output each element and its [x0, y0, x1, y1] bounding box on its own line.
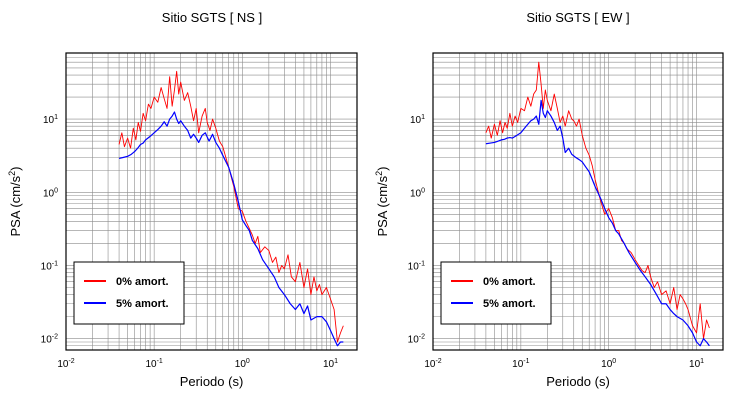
- chart2-y-tick-label: 10-1: [408, 260, 425, 272]
- chart2-y-axis-label: PSA (cm/s2): [374, 166, 390, 236]
- chart1-y-tick-exp: 0: [54, 187, 58, 194]
- chart2-x-tick-exp: 1: [700, 358, 704, 365]
- chart2-y-tick-label: 100: [410, 187, 425, 199]
- chart2-y-tick-exp: -1: [419, 260, 425, 267]
- chart2-legend-box: [440, 261, 552, 325]
- chart2-x-tick-label: 101: [689, 358, 704, 370]
- chart2-x-tick-base: 10: [512, 359, 524, 370]
- chart1-y-tick-exp: -1: [52, 260, 58, 267]
- chart1-series-blue-line: [118, 111, 344, 347]
- chart1-legend-box: [73, 261, 185, 325]
- chart2-x-tick-exp: -2: [435, 358, 441, 365]
- chart2-y-tick-base: 10: [408, 261, 420, 272]
- chart2-y-tick-label: 101: [410, 114, 425, 126]
- chart1-y-tick-base: 10: [43, 188, 55, 199]
- chart1-x-tick-exp: -2: [68, 358, 74, 365]
- chart2-y-axis-label-base: PSA (cm/s: [375, 175, 390, 236]
- chart2-legend-label-1: 0% amort.: [483, 276, 536, 288]
- chart1-y-tick-base: 10: [41, 335, 53, 346]
- chart1-panel: Sitio SGTS [ NS ]10-2 10-1 100 10110-210-11…: [7, 10, 358, 389]
- chart2-y-axis-label-close: ): [375, 166, 390, 170]
- chart2-y-tick-label: 10-2: [408, 334, 425, 346]
- chart1-x-tick-exp: 1: [334, 358, 338, 365]
- chart1-y-tick-label: 100: [43, 187, 58, 199]
- chart1-y-axis-label-base: PSA (cm/s: [8, 175, 23, 236]
- chart1-y-tick-label: 10-2: [41, 334, 58, 346]
- chart1-x-tick-base: 10: [145, 359, 157, 370]
- chart2-series-red-line: [485, 61, 710, 340]
- chart2-y-tick-base: 10: [410, 115, 422, 126]
- chart1-y-tick-base: 10: [43, 115, 55, 126]
- chart1-x-tick-exp: 0: [246, 358, 250, 365]
- chart1-x-tick-base: 10: [323, 359, 335, 370]
- chart2-x-tick-exp: -1: [523, 358, 529, 365]
- chart1-y-tick-base: 10: [41, 261, 53, 272]
- chart1-x-tick-label: 10-1: [145, 358, 162, 370]
- chart2-y-tick-exp: 0: [421, 187, 425, 194]
- chart1-y-axis-label: PSA (cm/s2): [7, 166, 23, 236]
- chart1-x-tick-label: 100: [235, 358, 250, 370]
- chart2-y-tick-base: 10: [410, 188, 422, 199]
- chart1-legend-label-1: 0% amort.: [116, 276, 169, 288]
- chart1-plot-frame: [65, 52, 358, 351]
- chart2-x-tick-base: 10: [689, 359, 701, 370]
- chart1-y-axis-label-close: ): [8, 166, 23, 170]
- chart2-x-tick-label: 10-1: [512, 358, 529, 370]
- chart2-x-tick-exp: 0: [612, 358, 616, 365]
- chart2-series-blue-line: [485, 99, 710, 347]
- chart1-x-axis-label: Periodo (s): [180, 374, 244, 389]
- chart1-x-tick-base: 10: [57, 359, 69, 370]
- chart2-x-tick-label: 100: [601, 358, 616, 370]
- chart1-y-axis-label-exp: 2: [7, 171, 17, 176]
- chart2-plot-frame: [432, 52, 724, 351]
- chart1-x-tick-base: 10: [235, 359, 247, 370]
- chart1-legend-label-2: 5% amort.: [116, 298, 169, 310]
- chart1-y-tick-label: 10-1: [41, 260, 58, 272]
- chart2-y-tick-exp: -2: [419, 334, 425, 341]
- chart2-y-tick-base: 10: [408, 335, 420, 346]
- chart1-title: Sitio SGTS [ NS ]: [162, 10, 262, 25]
- chart2-y-tick-exp: 1: [421, 114, 425, 121]
- chart1-y-tick-exp: -2: [52, 334, 58, 341]
- chart2-y-axis-label-exp: 2: [374, 171, 384, 176]
- chart2-x-tick-base: 10: [424, 359, 436, 370]
- chart2-title: Sitio SGTS [ EW ]: [526, 10, 629, 25]
- chart2-legend-label-2: 5% amort.: [483, 298, 536, 310]
- chart2-x-axis-label: Periodo (s): [546, 374, 610, 389]
- chart2-panel: Sitio SGTS [ EW ]10-2 10-1 100 10110-210-11…: [374, 10, 724, 389]
- chart1-y-tick-exp: 1: [54, 114, 58, 121]
- chart2-x-tick-base: 10: [601, 359, 613, 370]
- chart1-x-tick-label: 101: [323, 358, 338, 370]
- chart1-x-tick-label: 10-2: [57, 358, 74, 370]
- chart2-x-tick-label: 10-2: [424, 358, 441, 370]
- chart1-y-tick-label: 101: [43, 114, 58, 126]
- chart1-series-red-line: [118, 70, 344, 343]
- chart1-x-tick-exp: -1: [157, 358, 163, 365]
